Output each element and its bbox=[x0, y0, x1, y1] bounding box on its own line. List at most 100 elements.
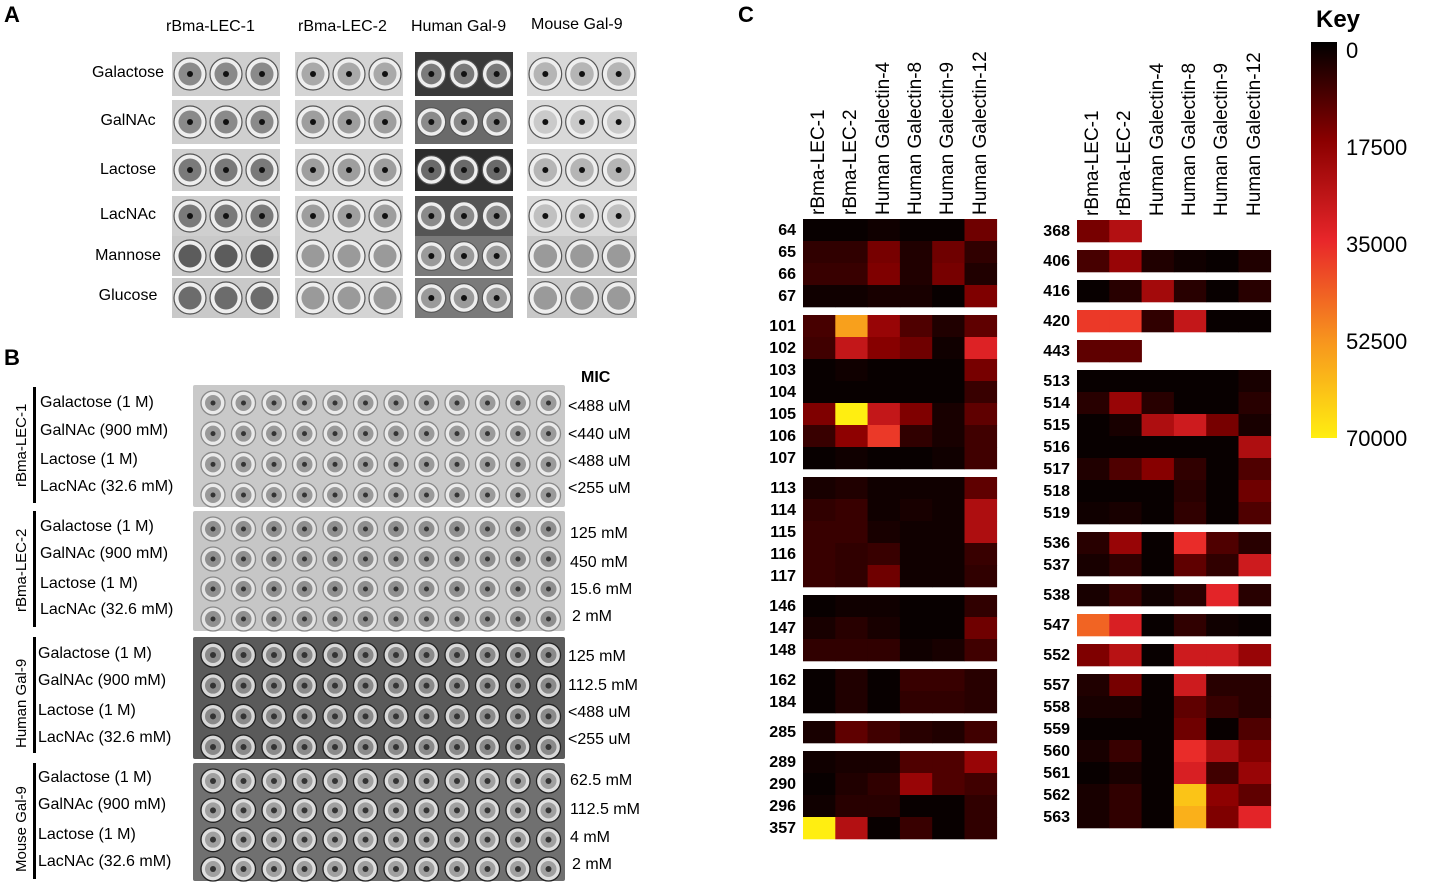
mic-0-3: <255 uM bbox=[568, 480, 631, 497]
well-dot bbox=[259, 71, 265, 77]
plate-well-dot bbox=[332, 866, 338, 872]
heatmap-cell-561-3 bbox=[1173, 762, 1207, 785]
heatmap-cell-514-4 bbox=[1206, 392, 1239, 415]
plate-well-dot bbox=[271, 526, 277, 532]
plate-well-dot bbox=[454, 778, 460, 784]
heatmap-cell-116-3 bbox=[899, 543, 933, 566]
well-dot bbox=[615, 213, 622, 219]
heatmap-cell-65-0 bbox=[803, 241, 836, 264]
plate-well-dot bbox=[271, 616, 277, 622]
plate-well-dot bbox=[302, 616, 307, 622]
heatmap-cell-517-3 bbox=[1173, 458, 1207, 481]
heatmap-row-label-105: 105 bbox=[769, 406, 796, 423]
plate-well-dot bbox=[210, 652, 216, 658]
heatmap-cell-290-2 bbox=[867, 773, 901, 796]
plate-well-dot bbox=[241, 400, 246, 406]
heatmap-cell-518-3 bbox=[1173, 480, 1207, 503]
heatmap-cell-290-0 bbox=[803, 773, 836, 796]
heatmap-cell-184-5 bbox=[964, 691, 998, 714]
heatmap-cell-513-3 bbox=[1173, 370, 1207, 393]
sugar-2-1: GalNAc (900 mM) bbox=[38, 672, 167, 689]
plate-well-dot bbox=[393, 431, 399, 437]
heatmap-row-label-519: 519 bbox=[1043, 505, 1070, 522]
heatmap-cell-420-0 bbox=[1077, 310, 1110, 333]
well-dot bbox=[615, 71, 622, 77]
plate-well-dot bbox=[545, 744, 552, 750]
heatmap-cell-104-0 bbox=[803, 381, 836, 404]
heatmap-cell-116-2 bbox=[867, 543, 901, 566]
well-spot bbox=[337, 244, 361, 268]
heatmap-cell-116-5 bbox=[964, 543, 998, 566]
heatmap-cell-557-4 bbox=[1206, 674, 1239, 697]
heatmap-cell-114-4 bbox=[932, 499, 965, 522]
mic-1-1: 450 mM bbox=[570, 554, 628, 571]
plate-well-dot bbox=[332, 586, 338, 592]
heatmap-cell-113-3 bbox=[899, 477, 933, 500]
sugar-0-2: Lactose (1 M) bbox=[40, 451, 138, 468]
plate-well-dot bbox=[302, 556, 307, 562]
mic-1-0: 125 mM bbox=[570, 525, 628, 542]
mic-2-3: <255 uM bbox=[568, 731, 631, 748]
well-dot bbox=[187, 213, 193, 219]
sugar-3-0: Galactose (1 M) bbox=[38, 769, 152, 786]
heatmap-cell-148-4 bbox=[932, 639, 965, 662]
heatmap-cell-536-0 bbox=[1077, 532, 1110, 555]
plate-well-dot bbox=[454, 616, 460, 622]
heatmap-cell-148-0 bbox=[803, 639, 836, 662]
heatmap-cell-162-3 bbox=[899, 669, 933, 692]
heatmap-cell-547-4 bbox=[1206, 614, 1239, 637]
heatmap-cell-560-5 bbox=[1238, 740, 1272, 763]
plate-well-dot bbox=[454, 807, 460, 814]
plate-well-dot bbox=[241, 431, 246, 437]
heatmap-cell-101-4 bbox=[932, 315, 965, 338]
heatmap-cell-561-2 bbox=[1141, 762, 1175, 785]
plate-well-dot bbox=[515, 682, 521, 689]
plate-well-dot bbox=[363, 492, 368, 498]
plate-well-dot bbox=[485, 556, 490, 562]
heatmap-cell-296-5 bbox=[964, 795, 998, 818]
heatmap-cell-117-1 bbox=[835, 565, 868, 588]
heatmap-cell-289-3 bbox=[899, 751, 933, 774]
heatmap-cell-558-5 bbox=[1238, 696, 1272, 719]
heatmap-cell-64-0 bbox=[803, 219, 836, 242]
heatmap-cell-285-2 bbox=[867, 721, 901, 744]
plate bbox=[193, 637, 565, 759]
well-dot bbox=[493, 71, 500, 77]
heatmap-cell-296-1 bbox=[835, 795, 868, 818]
heatmap-cell-368-1 bbox=[1109, 220, 1142, 243]
plate-well-dot bbox=[393, 556, 399, 562]
heatmap-cell-557-1 bbox=[1109, 674, 1142, 697]
plate-well-dot bbox=[363, 586, 368, 592]
plate-well-dot bbox=[210, 778, 216, 784]
heatmap-cell-557-0 bbox=[1077, 674, 1110, 697]
plate-well-dot bbox=[271, 836, 277, 843]
plate-well-dot bbox=[240, 866, 247, 872]
heatmap-row-label-538: 538 bbox=[1043, 587, 1070, 604]
plate-well-dot bbox=[546, 400, 551, 406]
heatmap-cell-420-5 bbox=[1238, 310, 1272, 333]
plate-well-dot bbox=[393, 836, 399, 843]
plate-well-dot bbox=[240, 778, 247, 784]
panel-a-col-0: rBma-LEC-1 bbox=[166, 18, 255, 35]
well-spot bbox=[533, 286, 558, 310]
heatmap-cell-103-2 bbox=[867, 359, 901, 382]
heatmap-cell-516-5 bbox=[1238, 436, 1272, 459]
heatmap-cell-105-3 bbox=[899, 403, 933, 426]
heatmap-cell-117-0 bbox=[803, 565, 836, 588]
well-dot bbox=[310, 213, 316, 219]
heatmap-cell-406-1 bbox=[1109, 250, 1142, 273]
heatmap-cell-115-5 bbox=[964, 521, 998, 544]
heatmap-cell-559-4 bbox=[1206, 718, 1239, 741]
heatmap-cell-65-5 bbox=[964, 241, 998, 264]
plate-well-dot bbox=[210, 586, 216, 592]
heatmap-cell-538-3 bbox=[1173, 584, 1207, 607]
mic-2-0: 125 mM bbox=[568, 648, 626, 665]
plate bbox=[193, 763, 565, 881]
well-dot bbox=[579, 167, 585, 173]
plate-well-dot bbox=[210, 492, 216, 498]
heatmap-cell-296-4 bbox=[932, 795, 965, 818]
heatmap-row-label-116: 116 bbox=[770, 546, 796, 563]
heatmap-cell-519-4 bbox=[1206, 502, 1239, 525]
plate-well-dot bbox=[484, 682, 491, 689]
heatmap-cell-107-1 bbox=[835, 447, 868, 470]
